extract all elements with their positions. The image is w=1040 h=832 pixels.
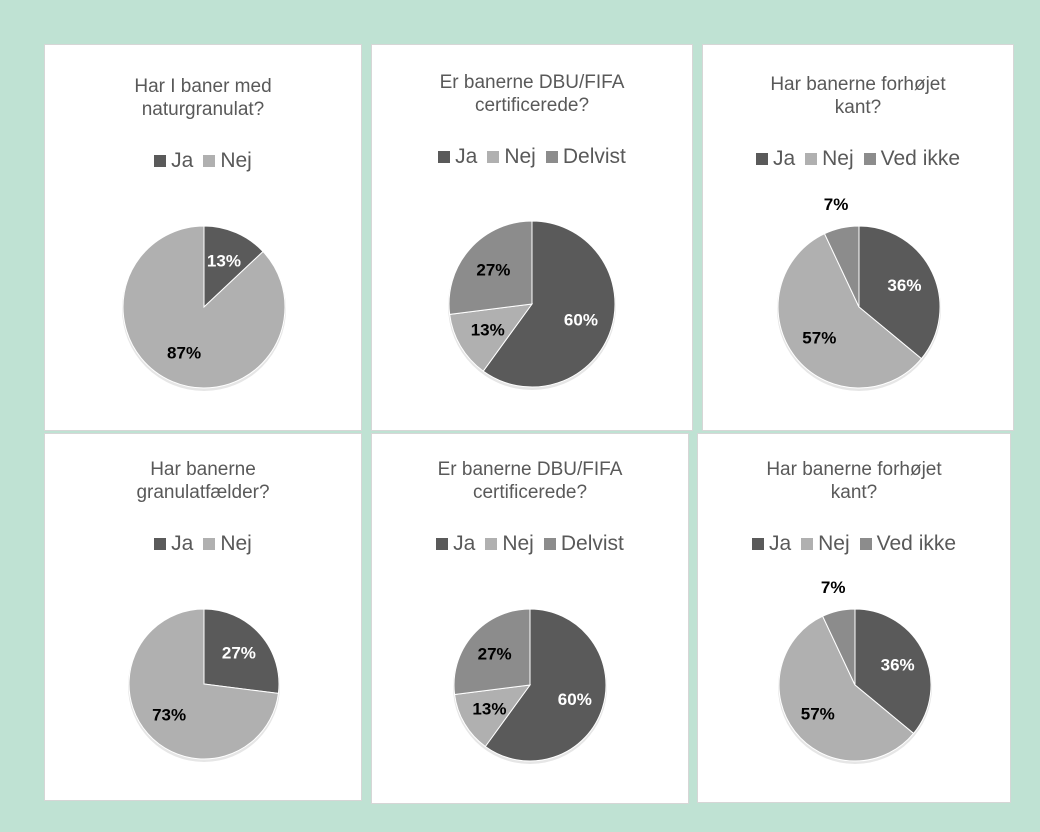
pie-slice-ja bbox=[858, 225, 941, 360]
legend-item-nej: Nej bbox=[801, 532, 850, 556]
pie-slice-nej bbox=[778, 615, 915, 762]
legend-swatch-delvist bbox=[543, 538, 556, 550]
legend-item-delvist: Delvist bbox=[545, 145, 626, 169]
chart-legend: Ja Nej Delvist bbox=[372, 145, 692, 169]
chart-panel-certificerede: Er banerne DBU/FIFA certificerede? Ja Ne… bbox=[371, 44, 693, 431]
legend-item-ja: Ja bbox=[154, 532, 193, 556]
chart-legend: Ja Nej bbox=[45, 149, 361, 173]
data-label-delvist: 27% bbox=[478, 644, 512, 663]
pie-chart: 60% 13% 27% bbox=[453, 608, 607, 764]
data-label-nej: 87% bbox=[167, 344, 201, 363]
legend-swatch-nej bbox=[487, 151, 500, 163]
legend-swatch-ved-ikke bbox=[859, 538, 872, 550]
data-label-delvist: 27% bbox=[476, 260, 510, 279]
chart-panel-forhoejet-kant-2: Har banerne forhøjet kant? Ja Nej Ved ik… bbox=[697, 433, 1011, 803]
legend-swatch-nej bbox=[805, 153, 818, 165]
data-label-ved-ikke: 7% bbox=[824, 195, 849, 214]
pie-slice-delvist bbox=[448, 220, 533, 315]
chart-title: Har I baner med naturgranulat? bbox=[134, 76, 272, 120]
legend-item-ved-ikke: Ved ikke bbox=[859, 532, 956, 556]
legend-item-nej: Nej bbox=[203, 149, 252, 173]
legend-swatch-ja bbox=[438, 151, 451, 163]
data-label-nej: 57% bbox=[801, 704, 835, 723]
chart-title: Har banerne forhøjet kant? bbox=[770, 74, 946, 118]
chart-title: Er banerne DBU/FIFA certificerede? bbox=[439, 72, 625, 116]
legend-item-nej: Nej bbox=[805, 147, 854, 171]
data-label-ja: 27% bbox=[222, 644, 256, 663]
pie-slice-ved-ikke bbox=[821, 608, 856, 686]
pie-slice-nej bbox=[122, 225, 286, 389]
legend-swatch-nej bbox=[203, 155, 216, 167]
legend-item-ja: Ja bbox=[755, 147, 795, 171]
data-label-ja: 36% bbox=[881, 655, 915, 674]
pie-chart: 60% 13% 27% bbox=[448, 220, 616, 390]
pie-slice-ja bbox=[203, 225, 264, 309]
legend-item-ja: Ja bbox=[751, 532, 791, 556]
chart-panel-naturgranulat: Har I baner med naturgranulat? Ja Nej 13… bbox=[44, 44, 362, 431]
pie-slice-nej bbox=[449, 303, 534, 372]
data-label-ja: 60% bbox=[558, 690, 592, 709]
legend-swatch-nej bbox=[203, 538, 216, 550]
chart-legend: Ja Nej Ved ikke bbox=[703, 147, 1013, 171]
legend-swatch-nej bbox=[801, 538, 814, 550]
legend-item-delvist: Delvist bbox=[543, 532, 624, 556]
legend-swatch-ja bbox=[154, 155, 167, 167]
pie-slice-nej bbox=[777, 233, 923, 389]
data-label-nej: 57% bbox=[802, 328, 836, 347]
chart-title: Har banerne granulatfælder? bbox=[136, 459, 270, 503]
data-label-ja: 36% bbox=[887, 276, 921, 295]
legend-swatch-nej bbox=[485, 538, 498, 550]
legend-item-ja: Ja bbox=[438, 145, 477, 169]
legend-item-ja: Ja bbox=[154, 149, 193, 173]
pie-chart: 27% 73% bbox=[128, 608, 280, 762]
chart-title: Er banerne DBU/FIFA certificerede? bbox=[437, 459, 623, 503]
legend-swatch-delvist bbox=[545, 151, 558, 163]
pie-slice-ja bbox=[854, 608, 932, 735]
chart-title: Har banerne forhøjet kant? bbox=[766, 459, 942, 503]
pie-chart: 36% 57% 7% bbox=[778, 578, 932, 764]
pie-slice-nej bbox=[454, 684, 532, 748]
data-label-ved-ikke: 7% bbox=[821, 578, 846, 597]
legend-item-ved-ikke: Ved ikke bbox=[863, 147, 960, 171]
data-label-nej: 13% bbox=[471, 321, 505, 340]
chart-panel-certificerede-2: Er banerne DBU/FIFA certificerede? Ja Ne… bbox=[371, 433, 689, 804]
data-label-nej: 13% bbox=[472, 699, 506, 718]
pie-slice-ja bbox=[482, 220, 616, 388]
data-label-ja: 60% bbox=[564, 310, 598, 329]
data-label-nej: 73% bbox=[152, 705, 186, 724]
chart-panel-forhoejet-kant: Har banerne forhøjet kant? Ja Nej Ved ik… bbox=[702, 44, 1014, 431]
pie-slice-delvist bbox=[453, 608, 531, 696]
legend-item-nej: Nej bbox=[485, 532, 534, 556]
pie-slice-nej bbox=[128, 608, 279, 760]
legend-swatch-ja bbox=[154, 538, 167, 550]
chart-legend: Ja Nej bbox=[45, 532, 361, 556]
pie-chart: 36% 57% 7% bbox=[777, 195, 941, 391]
chart-legend: Ja Nej Delvist bbox=[372, 532, 688, 556]
legend-swatch-ja bbox=[436, 538, 449, 550]
legend-swatch-ved-ikke bbox=[863, 153, 876, 165]
data-label-ja: 13% bbox=[207, 251, 241, 270]
pie-slice-ved-ikke bbox=[823, 225, 860, 308]
pie-slice-ja bbox=[484, 608, 607, 762]
chart-panel-granulatfaelder: Har banerne granulatfælder? Ja Nej 27% 73… bbox=[44, 433, 362, 801]
pie-slice-ja bbox=[203, 608, 280, 694]
pie-chart: 13% 87% bbox=[122, 225, 286, 391]
legend-item-nej: Nej bbox=[203, 532, 252, 556]
legend-swatch-ja bbox=[751, 538, 764, 550]
chart-legend: Ja Nej Ved ikke bbox=[698, 532, 1010, 556]
legend-item-nej: Nej bbox=[487, 145, 536, 169]
legend-item-ja: Ja bbox=[436, 532, 475, 556]
legend-swatch-ja bbox=[755, 153, 768, 165]
